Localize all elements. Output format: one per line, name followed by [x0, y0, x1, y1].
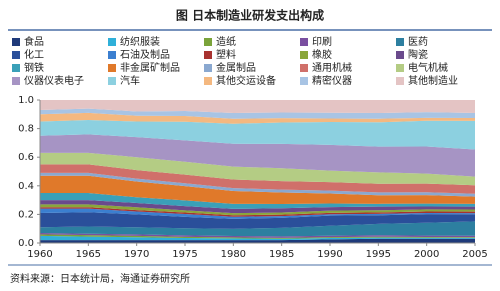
legend-label: 石油及制品 [120, 48, 170, 61]
area [40, 234, 475, 239]
area [40, 134, 475, 177]
legend-swatch [300, 77, 308, 85]
legend-swatch [396, 64, 404, 72]
legend-swatch [108, 51, 116, 59]
legend-label: 其他交运设备 [216, 74, 276, 87]
legend-swatch [108, 64, 116, 72]
area [40, 152, 475, 186]
x-tick-label: 2005 [462, 249, 487, 260]
y-tick-label: 0.2 [18, 209, 34, 220]
legend-label: 陶瓷 [408, 48, 428, 61]
area [40, 100, 475, 114]
legend-label: 钢铁 [24, 61, 44, 74]
y-tick-label: 0.0 [18, 238, 34, 249]
legend-label: 造纸 [216, 35, 236, 48]
area [40, 232, 475, 238]
x-tick-label: 2000 [414, 249, 439, 260]
legend-swatch [204, 77, 212, 85]
legend-label: 金属制品 [216, 61, 256, 74]
y-tick-label: 1.0 [18, 95, 34, 106]
area [40, 120, 475, 150]
legend-swatch [300, 64, 308, 72]
area [40, 112, 475, 124]
legend-swatch [108, 38, 116, 46]
legend-label: 其他制造业 [408, 74, 458, 87]
area [40, 175, 475, 204]
chart-title: 图 日本制造业研发支出构成 [176, 8, 324, 23]
area [40, 238, 475, 243]
legend-label: 仪器仪表电子 [24, 74, 84, 87]
legend-label: 精密仪器 [312, 74, 352, 87]
legend-swatch [204, 51, 212, 59]
area [40, 204, 475, 216]
legend-swatch [396, 38, 404, 46]
area [40, 108, 475, 119]
area [40, 207, 475, 217]
y-tick-label: 0.6 [18, 152, 34, 163]
legend-label: 食品 [24, 35, 44, 48]
area [40, 164, 475, 194]
legend-swatch [396, 77, 404, 85]
x-tick-label: 1995 [366, 249, 391, 260]
area [40, 208, 475, 219]
legend-label: 化工 [24, 48, 44, 61]
legend-label: 电气机械 [408, 61, 448, 74]
x-tick-label: 1985 [269, 249, 294, 260]
source-note: 资料来源：日本统计局，海通证券研究所 [10, 272, 190, 285]
legend-label: 非金属矿制品 [120, 61, 180, 74]
legend-swatch [108, 77, 116, 85]
area [40, 192, 475, 209]
y-tick-label: 0.4 [18, 181, 34, 192]
legend-label: 印刷 [312, 36, 332, 48]
area [40, 172, 475, 197]
area [40, 235, 475, 241]
legend-swatch [204, 64, 212, 72]
legend-label: 纺织服装 [120, 35, 160, 48]
x-tick-label: 1980 [221, 249, 246, 260]
legend-swatch [300, 38, 308, 46]
area [40, 200, 475, 214]
legend-swatch [12, 51, 20, 59]
area [40, 221, 475, 237]
x-tick-label: 1960 [27, 249, 52, 260]
legend-swatch [12, 64, 20, 72]
area [40, 212, 475, 229]
legend-swatch [204, 38, 212, 46]
legend-swatch [12, 38, 20, 46]
legend-swatch [300, 51, 308, 59]
legend-label: 汽车 [120, 74, 140, 87]
legend-swatch [396, 51, 404, 59]
legend-label: 通用机械 [312, 61, 352, 74]
legend-label: 塑料 [216, 48, 236, 61]
legend-label: 橡胶 [312, 48, 332, 61]
x-tick-label: 1965 [76, 249, 101, 260]
y-tick-label: 0.8 [18, 124, 34, 135]
x-tick-label: 1970 [124, 249, 149, 260]
x-tick-label: 1975 [172, 249, 197, 260]
legend-label: 医药 [408, 36, 428, 48]
x-tick-label: 1990 [317, 249, 342, 260]
legend-swatch [12, 77, 20, 85]
